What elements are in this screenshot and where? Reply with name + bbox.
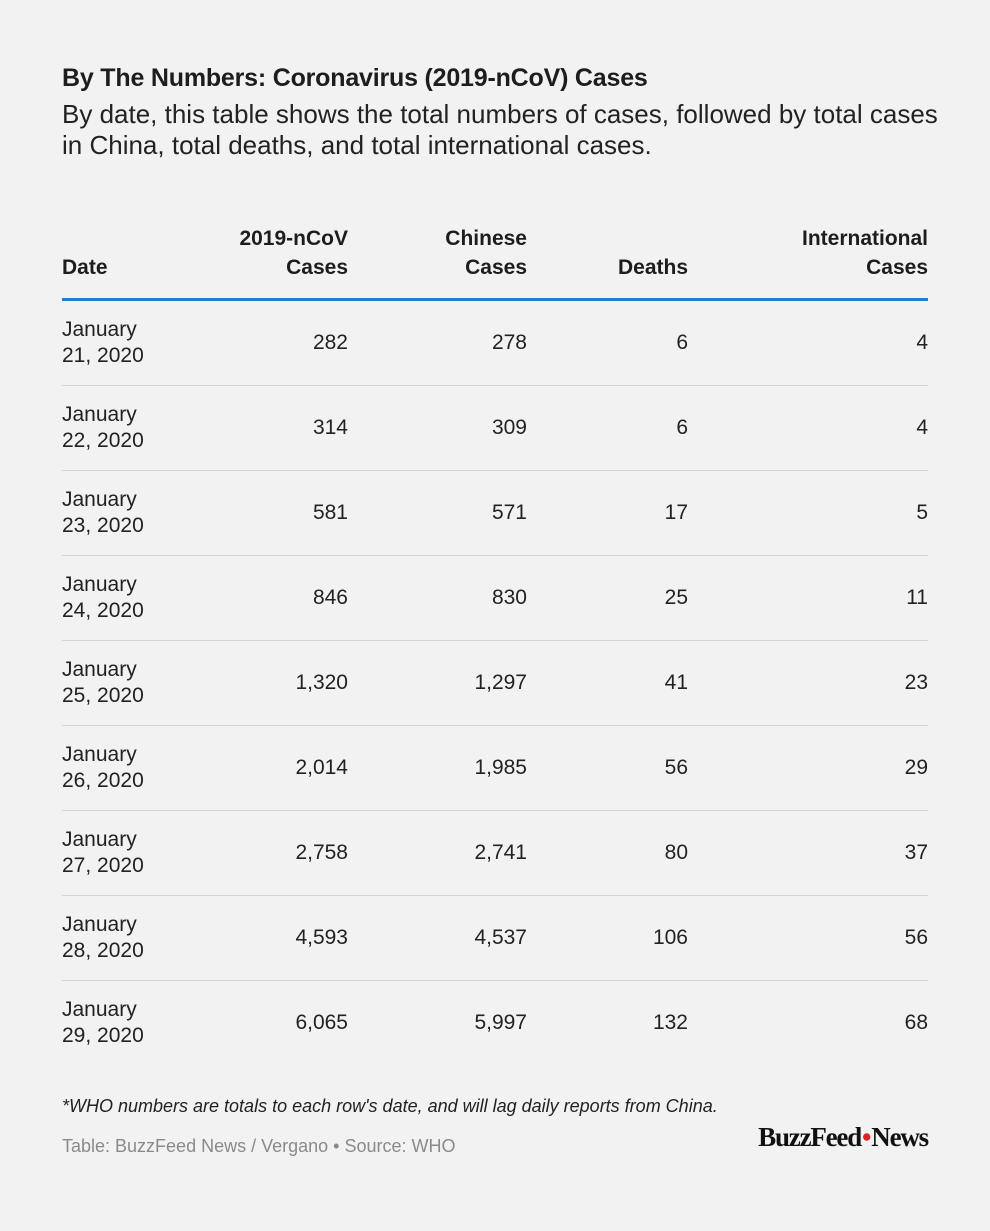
header-total-cases: 2019-nCoV Cases — [239, 227, 348, 279]
table-row: January 22, 2020 314 309 6 4 — [62, 386, 928, 471]
header-international-cases: International Cases — [801, 227, 928, 279]
table-row: January 28, 2020 4,593 4,537 106 56 — [62, 896, 928, 981]
cell-total-cases: 314 — [312, 416, 348, 439]
header-deaths: Deaths — [617, 256, 688, 279]
table-row: January 24, 2020 846 830 25 11 — [62, 556, 928, 641]
cell-chinese-cases: 278 — [491, 331, 527, 354]
cell-date: January 22, 2020 — [62, 402, 202, 454]
logo-dot: • — [862, 1122, 872, 1152]
cell-date-month: January — [62, 998, 137, 1021]
cell-international-cases: 56 — [904, 926, 928, 949]
cell-deaths: 56 — [664, 756, 688, 779]
cell-chinese-cases: 4,537 — [474, 926, 527, 949]
cell-date: January 28, 2020 — [62, 912, 202, 964]
table-row: January 25, 2020 1,320 1,297 41 23 — [62, 641, 928, 726]
cell-date: January 26, 2020 — [62, 742, 202, 794]
table-subtitle: By date, this table shows the total numb… — [62, 99, 938, 160]
cell-deaths: 6 — [676, 331, 688, 354]
cell-date-month: January — [62, 488, 137, 511]
cell-chinese-cases: 1,985 — [474, 756, 527, 779]
cell-total-cases: 581 — [312, 501, 348, 524]
cell-total-cases: 846 — [312, 586, 348, 609]
cell-date-day-year: 26, 2020 — [62, 769, 144, 792]
table-row: January 26, 2020 2,014 1,985 56 29 — [62, 726, 928, 811]
cell-date-month: January — [62, 318, 137, 341]
cell-date: January 23, 2020 — [62, 487, 202, 539]
table-row: January 21, 2020 282 278 6 4 — [62, 301, 928, 386]
logo-news-text: News — [871, 1122, 929, 1152]
buzzfeed-news-logo: BuzzFeed • News — [758, 1122, 929, 1153]
cell-date-day-year: 27, 2020 — [62, 854, 144, 877]
cell-date-day-year: 23, 2020 — [62, 514, 144, 537]
cell-deaths: 41 — [664, 671, 688, 694]
cell-total-cases: 4,593 — [295, 926, 348, 949]
cell-date: January 25, 2020 — [62, 657, 202, 709]
cell-chinese-cases: 1,297 — [474, 671, 527, 694]
cell-deaths: 17 — [664, 501, 688, 524]
cell-date-month: January — [62, 403, 137, 426]
header-chinese-cases: Chinese Cases — [445, 227, 527, 279]
cell-deaths: 25 — [664, 586, 688, 609]
cell-chinese-cases: 830 — [491, 586, 527, 609]
cell-date-day-year: 24, 2020 — [62, 599, 144, 622]
footnote: *WHO numbers are totals to each row's da… — [62, 1096, 718, 1116]
cell-international-cases: 5 — [916, 501, 928, 524]
cell-total-cases: 2,758 — [295, 841, 348, 864]
cell-international-cases: 29 — [904, 756, 928, 779]
cell-date-month: January — [62, 658, 137, 681]
table-row: January 29, 2020 6,065 5,997 132 68 — [62, 981, 928, 1065]
cell-deaths: 6 — [676, 416, 688, 439]
cell-chinese-cases: 2,741 — [474, 841, 527, 864]
cell-date: January 29, 2020 — [62, 997, 202, 1049]
cell-date-month: January — [62, 913, 137, 936]
cell-total-cases: 6,065 — [295, 1011, 348, 1034]
table-row: January 23, 2020 581 571 17 5 — [62, 471, 928, 556]
cell-chinese-cases: 5,997 — [474, 1011, 527, 1034]
cell-date-day-year: 29, 2020 — [62, 1024, 144, 1047]
cell-date: January 27, 2020 — [62, 827, 202, 879]
source-credit: Table: BuzzFeed News / Vergano • Source:… — [62, 1136, 456, 1156]
cell-international-cases: 37 — [904, 841, 928, 864]
cell-international-cases: 4 — [916, 416, 928, 439]
cell-date-month: January — [62, 743, 137, 766]
cell-international-cases: 11 — [906, 586, 928, 609]
cell-total-cases: 2,014 — [295, 756, 348, 779]
table-row: January 27, 2020 2,758 2,741 80 37 — [62, 811, 928, 896]
cell-deaths: 132 — [652, 1011, 688, 1034]
cases-table: Date 2019-nCoV Cases Chinese Cases Death… — [62, 222, 928, 1065]
cell-date-month: January — [62, 573, 137, 596]
cell-deaths: 106 — [652, 926, 688, 949]
cell-international-cases: 4 — [916, 331, 928, 354]
cell-date: January 24, 2020 — [62, 572, 202, 624]
cell-date: January 21, 2020 — [62, 317, 202, 369]
cell-date-day-year: 28, 2020 — [62, 939, 144, 962]
cell-international-cases: 23 — [904, 671, 928, 694]
header-date: Date — [62, 256, 108, 279]
cell-international-cases: 68 — [904, 1011, 928, 1034]
table-header: Date 2019-nCoV Cases Chinese Cases Death… — [62, 222, 928, 301]
cell-chinese-cases: 571 — [491, 501, 527, 524]
table-body: January 21, 2020 282 278 6 4 January 22, 2020 31… — [62, 301, 928, 1065]
cell-date-day-year: 21, 2020 — [62, 344, 144, 367]
logo-buzzfeed-text: BuzzFeed — [758, 1122, 862, 1152]
cell-total-cases: 282 — [312, 331, 348, 354]
cell-chinese-cases: 309 — [491, 416, 527, 439]
cell-date-day-year: 22, 2020 — [62, 429, 144, 452]
cell-total-cases: 1,320 — [295, 671, 348, 694]
table-title: By The Numbers: Coronavirus (2019-nCoV) … — [62, 64, 648, 92]
cell-date-month: January — [62, 828, 137, 851]
cell-date-day-year: 25, 2020 — [62, 684, 144, 707]
cell-deaths: 80 — [664, 841, 688, 864]
